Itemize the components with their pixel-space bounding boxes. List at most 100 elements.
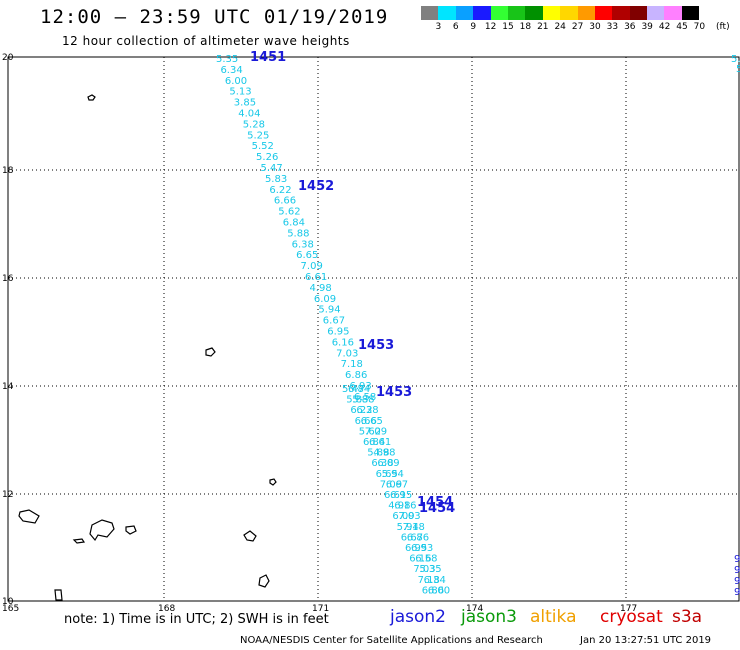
legend-swatch <box>507 6 526 20</box>
wave-height-label: 7.18 <box>418 575 440 586</box>
wave-height-label: 6.65 <box>361 416 383 427</box>
legend-label: 9 <box>470 22 477 32</box>
lon-tick-label: 171 <box>312 604 329 614</box>
legend-swatch <box>612 6 630 20</box>
legend-label: 24 <box>554 22 566 32</box>
wave-height-label: 5.88 <box>287 228 309 239</box>
wave-height-label: 7.18 <box>403 522 425 533</box>
wave-height-label: 5.52 <box>252 141 274 152</box>
legend-swatch <box>594 6 613 20</box>
wave-height-label: 6.61 <box>369 437 391 448</box>
wave-height-label: 6.66 <box>274 196 296 207</box>
lat-tick-label: 20 <box>2 53 14 63</box>
wave-height-label: 6.38 <box>292 239 314 250</box>
wave-height-label: 4.98 <box>309 283 331 294</box>
legend-label: (ft) <box>716 22 730 32</box>
pass-time-label: 1452 <box>298 179 334 194</box>
legend-label: 36 <box>624 22 636 32</box>
legend-swatch <box>647 6 665 20</box>
color-scale-labels: 3 6 9 12 15 18 21 24 27 30 33 36 39 42 45 70 (ft) <box>421 22 740 34</box>
wave-height-label: 5.88 <box>367 448 389 459</box>
legend-label: 18 <box>519 22 532 32</box>
island-outline <box>269 478 277 486</box>
legend-swatch <box>560 6 578 20</box>
wave-height-label: 5. <box>731 54 740 65</box>
wave-height-label: 5 <box>736 64 740 75</box>
island-outline <box>54 589 63 601</box>
wave-height-label: 5.25 <box>247 130 269 141</box>
legend-swatch <box>577 6 595 20</box>
wave-height-label: 5.94 <box>382 469 404 480</box>
wave-height-label: 6.16 <box>332 337 354 348</box>
wave-height-label: 6.09 <box>377 458 399 469</box>
wave-height-label: 6.58 <box>415 554 437 565</box>
wave-height-label: 6.00 <box>225 76 247 87</box>
satellite-label-s3a: s3a <box>672 607 703 627</box>
wave-height-label: 6.95 <box>327 327 349 338</box>
legend-swatch <box>542 6 561 20</box>
wave-height-label: 5.35 <box>216 54 238 65</box>
wave-height-label: 5.13 <box>229 87 251 98</box>
wave-height-label: 9 <box>734 554 740 565</box>
wave-height-label: 6.22 <box>350 405 372 416</box>
wave-height-label: 6.67 <box>323 316 345 327</box>
wave-height-label: 6.09 <box>314 294 336 305</box>
legend-label: 15 <box>502 22 514 32</box>
wave-height-label: 7.03 <box>413 564 435 575</box>
wave-height-label: 6.86 <box>407 532 429 543</box>
island-outline <box>258 574 270 588</box>
island-outline <box>18 509 40 524</box>
wave-height-label: 7.03 <box>336 348 358 359</box>
satellite-label-jason2: jason2 <box>390 607 446 627</box>
page-title: 12:00 – 23:59 UTC 01/19/2019 <box>40 6 389 28</box>
wave-height-label: 6.09 <box>392 511 414 522</box>
page-subtitle: 12 hour collection of altimeter wave hei… <box>62 34 350 48</box>
legend-swatch <box>438 6 456 20</box>
island-outline <box>89 519 115 542</box>
island-outline <box>87 94 96 101</box>
footnote: note: 1) Time is in UTC; 2) SWH is in fe… <box>64 612 329 627</box>
wave-height-label: 6.65 <box>296 250 318 261</box>
pass-time-label: 1454 <box>417 495 453 510</box>
pass-time-label: 1454 <box>419 501 455 516</box>
island-outline <box>72 538 86 544</box>
legend-swatch <box>681 6 700 20</box>
timestamp: Jan 20 13:27:51 UTC 2019 <box>580 635 712 646</box>
legend-label: 39 <box>641 22 653 32</box>
wave-height-label: 6.65 <box>376 469 398 480</box>
lat-tick-label: 18 <box>2 166 14 176</box>
legend-swatch <box>629 6 648 20</box>
pass-time-label: 1453 <box>358 338 394 353</box>
wave-height-label: 7.09 <box>301 261 323 272</box>
pass-time-label: 1451 <box>250 50 286 65</box>
wave-height-label: 7.18 <box>341 359 363 370</box>
wave-height-label: 6.66 <box>355 416 377 427</box>
wave-height-label: 4.98 <box>373 448 395 459</box>
wave-height-label: 6.16 <box>409 554 431 565</box>
legend-label: 70 <box>693 22 706 32</box>
legend-label: 45 <box>676 22 688 32</box>
wave-height-label: 6.95 <box>390 490 412 501</box>
lat-tick-label: 12 <box>2 490 13 500</box>
lon-tick-label: 165 <box>2 604 19 614</box>
wave-height-label: 6.61 <box>305 272 327 283</box>
island-outline <box>125 525 137 535</box>
wave-height-label: 4.04 <box>238 109 260 120</box>
wave-height-label: 6.58 <box>354 392 376 403</box>
wave-height-label: 6.38 <box>356 405 378 416</box>
wave-height-label: 5.62 <box>359 426 381 437</box>
wave-height-label: 6.16 <box>394 501 416 512</box>
wave-height-label: 9 <box>734 576 740 587</box>
legend-label: 12 <box>484 22 497 32</box>
legend-label: 42 <box>658 22 671 32</box>
lat-tick-label: 10 <box>2 597 14 607</box>
pass-time-label: 1453 <box>376 385 412 400</box>
legend-swatch <box>664 6 682 20</box>
island-outline <box>243 530 257 542</box>
wave-height-label: 6.84 <box>283 218 305 229</box>
satellite-label-altika: altika <box>530 607 577 627</box>
legend-label: 21 <box>537 22 549 32</box>
lon-tick-label: 177 <box>620 604 637 614</box>
